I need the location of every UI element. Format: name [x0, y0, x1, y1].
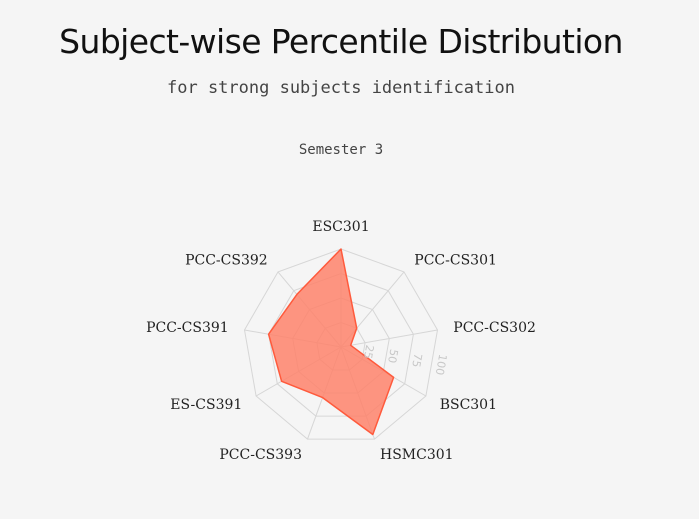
radial-tick-labels: 25 50 75 100	[361, 344, 449, 376]
grid-spoke	[340, 329, 438, 348]
series-area	[267, 248, 395, 436]
category-label: PCC-CS393	[219, 447, 302, 463]
tick-label: 25	[361, 344, 376, 360]
category-label: PCC-CS392	[185, 253, 268, 269]
page-subtitle: for strong subjects identification	[167, 78, 515, 98]
grid-ring	[243, 248, 439, 440]
category-label: PCC-CS391	[146, 320, 229, 336]
tick-label: 75	[409, 352, 424, 368]
category-labels: ESC301 PCC-CS301 PCC-CS302 BSC301 HSMC301 PCC…	[146, 219, 536, 463]
grid-ring	[268, 272, 414, 417]
category-label: BSC301	[440, 397, 497, 413]
page-title: Subject-wise Percentile Distribution	[59, 22, 623, 61]
category-label: PCC-CS301	[414, 253, 497, 269]
category-label: ES-CS391	[170, 397, 242, 413]
tick-label: 50	[385, 348, 400, 364]
category-label: ESC301	[312, 219, 369, 235]
category-label: HSMC301	[380, 447, 454, 463]
chart-title: Semester 3	[298, 142, 384, 158]
tick-label: 100	[433, 353, 449, 376]
category-label: PCC-CS302	[453, 320, 536, 336]
radar-series-layer	[267, 248, 395, 436]
